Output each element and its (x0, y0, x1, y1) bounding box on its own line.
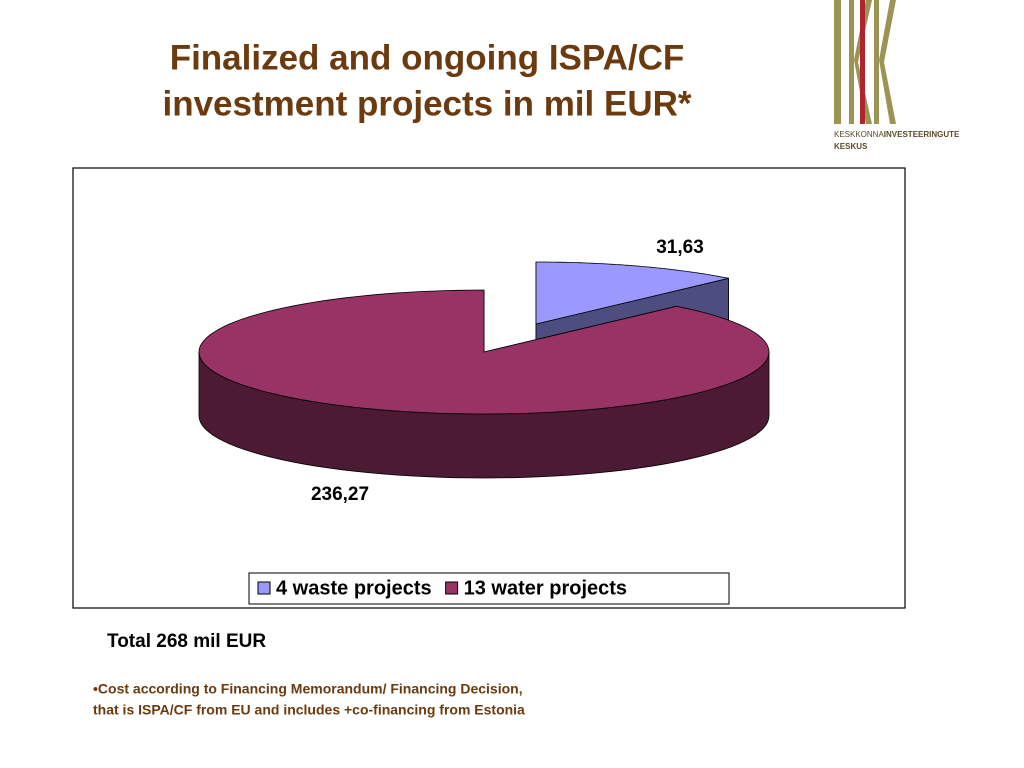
legend-label: 4 waste projects (276, 577, 432, 599)
slice-top (198, 289, 770, 415)
value-label: 31,63 (656, 237, 704, 258)
title-line: Finalized and ongoing ISPA/CF (170, 38, 685, 77)
footnote: •Cost according to Financing Memorandum/… (93, 681, 523, 697)
logo-mark (834, 0, 896, 124)
value-label: 236,27 (311, 484, 369, 505)
legend-swatch (257, 581, 271, 595)
logo-text-part: INVESTEERINGUTE (884, 130, 960, 139)
legend-label: 13 water projects (464, 577, 627, 599)
pie: 31,63 236,27 (198, 237, 770, 505)
legend-box (248, 572, 730, 605)
logo-text-part: KESKKONNA (834, 130, 884, 139)
slice-top (535, 261, 729, 325)
legend-swatch (445, 581, 459, 595)
logo-text: KESKKONNAINVESTEERINGUTE (834, 130, 960, 139)
logo-text: KESKUS (834, 142, 868, 151)
total: Total 268 mil EUR (107, 631, 266, 652)
footnote: that is ISPA/CF from EU and includes +co… (93, 702, 525, 718)
title-line: investment projects in mil EUR* (162, 84, 691, 123)
legend: 4 waste projects 13 water projects (257, 577, 627, 599)
